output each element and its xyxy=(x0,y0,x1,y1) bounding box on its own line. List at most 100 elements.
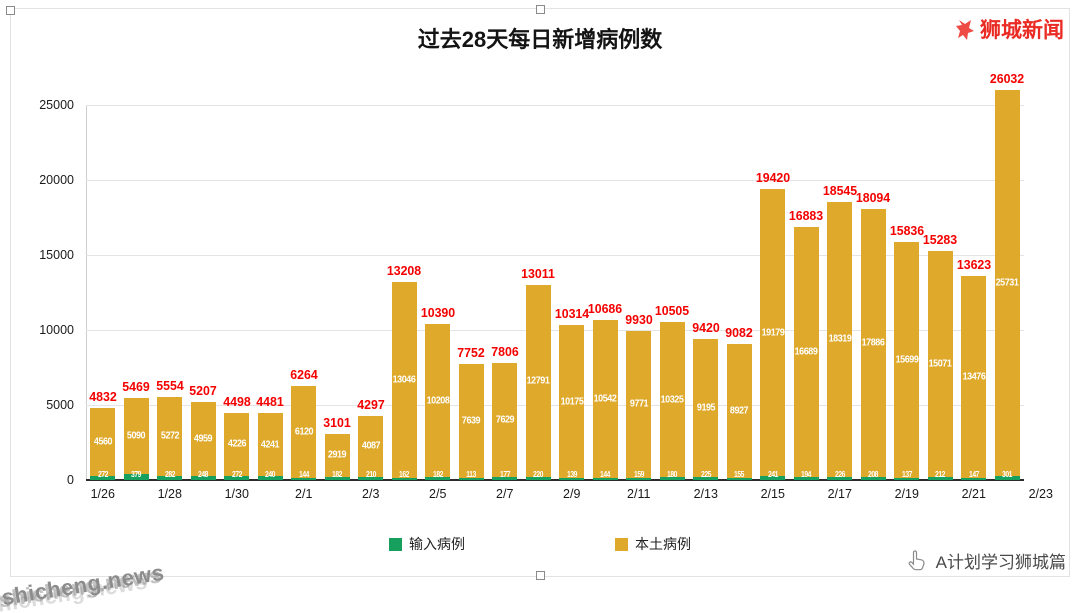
bar-local-label: 10175 xyxy=(560,396,584,408)
bar-imported-label: 301 xyxy=(1002,470,1013,479)
bar-imported-segment xyxy=(860,476,886,480)
bar-imported-segment xyxy=(324,477,350,480)
bar-imported-segment xyxy=(592,477,618,480)
bar-local-label: 7629 xyxy=(495,414,515,426)
bar-stack xyxy=(257,412,283,480)
bar-total-label: 5554 xyxy=(156,377,184,393)
legend: 输入病例 本土病例 xyxy=(0,534,1080,554)
y-axis-labels: 0 5000 10000 15000 20000 25000 xyxy=(30,98,80,487)
bar-stack xyxy=(391,281,417,480)
bar-stack xyxy=(760,188,786,480)
x-tick-label: 1/30 xyxy=(224,487,249,501)
bar-imported-segment xyxy=(291,477,317,480)
selection-handle-top-center[interactable] xyxy=(536,5,545,14)
x-axis-line xyxy=(86,479,1024,481)
bar-local-label: 17886 xyxy=(861,337,885,349)
bar-imported-segment xyxy=(659,477,685,480)
x-tick-label: 2/11 xyxy=(627,487,651,501)
bar-local-label: 9195 xyxy=(696,402,716,414)
bar-local-label: 5272 xyxy=(160,430,180,442)
legend-label-local: 本土病例 xyxy=(635,536,691,552)
bar-imported-segment xyxy=(224,475,250,480)
bar-local-label: 15071 xyxy=(928,358,952,370)
x-tick-label: 1/26 xyxy=(90,487,115,501)
bar-total-label: 16883 xyxy=(789,207,824,223)
bar-stack xyxy=(659,322,685,480)
bar-imported-label: 220 xyxy=(533,470,544,479)
bar-imported-label: 226 xyxy=(834,470,846,479)
bar-stack xyxy=(425,324,451,480)
bar-local-label: 5090 xyxy=(127,430,146,442)
selection-handle-top-left[interactable] xyxy=(6,6,15,15)
bar-imported-segment xyxy=(994,475,1020,480)
x-tick-label: 2/5 xyxy=(429,487,447,501)
bar-stack xyxy=(961,275,987,480)
bar-local-label: 4560 xyxy=(93,436,113,448)
bar-imported-segment xyxy=(391,477,417,480)
bar-imported-label: 144 xyxy=(298,470,310,479)
x-axis-labels: 1/26 1/28 1/30 2/1 2/3 2/5 2/7 2/9 2/11 2/13 2/15 2… xyxy=(86,487,1053,503)
bar-total-label: 4832 xyxy=(89,388,117,404)
bar-imported-label: 210 xyxy=(365,470,377,479)
bar-local-label: 19179 xyxy=(761,327,785,339)
site-logo: 狮城新闻 xyxy=(956,14,1064,44)
bar-local-label: 15699 xyxy=(895,354,919,366)
bar-imported-label: 155 xyxy=(734,470,745,479)
legend-item-imported: 输入病例 xyxy=(389,534,465,554)
bar-stack xyxy=(894,242,920,480)
bar-imported-label: 272 xyxy=(231,470,243,479)
bar-stack xyxy=(693,338,719,480)
bar-imported-label: 177 xyxy=(499,470,511,479)
bar-stack xyxy=(626,331,652,480)
bar-imported-segment xyxy=(123,474,149,480)
y-tick-label: 25000 xyxy=(39,98,74,112)
bar-local-label: 10208 xyxy=(426,395,450,407)
bar-total-label: 4297 xyxy=(357,396,385,412)
bar-imported-segment xyxy=(358,476,384,480)
bar-imported-segment xyxy=(827,476,853,480)
bar-local-label: 2919 xyxy=(328,449,347,461)
bar-local-label: 13046 xyxy=(392,374,416,386)
bar-local-label: 16689 xyxy=(794,346,818,358)
bar-total-label: 26032 xyxy=(990,70,1025,86)
bar-stack xyxy=(994,89,1020,480)
bar-imported-label: 137 xyxy=(901,470,913,479)
bar-imported-label: 144 xyxy=(600,470,611,479)
bar-local-label: 8927 xyxy=(730,405,749,417)
gridline xyxy=(86,105,1024,106)
bar-total-label: 4498 xyxy=(223,393,251,409)
bar-stack xyxy=(492,362,518,480)
bar-total-label: 18545 xyxy=(822,182,857,198)
bar-total-label: 9082 xyxy=(725,324,753,340)
gridline xyxy=(86,255,1024,256)
selection-handle-bottom-center[interactable] xyxy=(536,571,545,580)
x-tick-label: 2/1 xyxy=(295,487,313,501)
gridline xyxy=(86,180,1024,181)
bar-local-label: 6120 xyxy=(294,426,314,438)
bar-stack xyxy=(827,201,853,480)
bar-imported-segment xyxy=(157,475,183,480)
bar-imported-segment xyxy=(927,476,953,480)
x-tick-label: 2/15 xyxy=(760,487,785,501)
bar-imported-label: 240 xyxy=(265,470,276,479)
bar-total-label: 18094 xyxy=(856,189,891,205)
bar-total-label: 13623 xyxy=(956,256,991,272)
bar-stack xyxy=(793,226,819,480)
bar-imported-segment xyxy=(626,477,652,480)
legend-swatch-imported-icon xyxy=(389,537,402,551)
bar-stack xyxy=(860,208,886,480)
legend-label-imported: 输入病例 xyxy=(409,536,465,552)
y-tick-label: 15000 xyxy=(39,248,74,262)
bar-imported-label: 180 xyxy=(667,470,678,479)
bar-imported-segment xyxy=(190,476,216,480)
bar-stack xyxy=(324,433,350,480)
bar-imported-label: 147 xyxy=(968,470,980,479)
bar-imported-segment xyxy=(726,477,752,480)
x-tick-label: 2/17 xyxy=(827,487,852,501)
bar-total-label: 13208 xyxy=(387,262,422,278)
bar-local-label: 10542 xyxy=(593,393,617,405)
bar-stack xyxy=(90,407,116,480)
bar-total-label: 5469 xyxy=(122,378,150,394)
bar-imported-label: 379 xyxy=(131,470,142,479)
